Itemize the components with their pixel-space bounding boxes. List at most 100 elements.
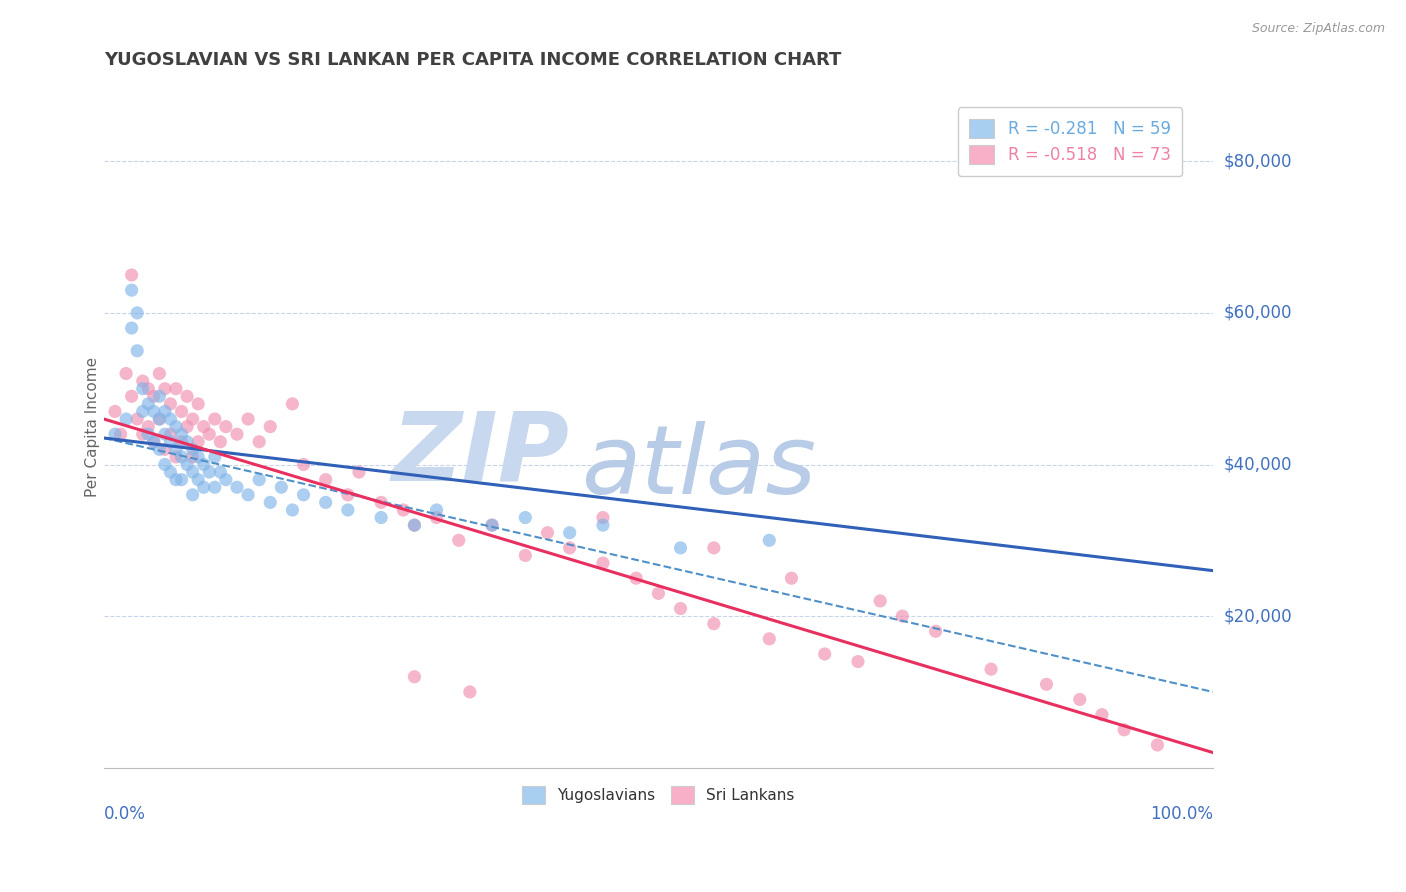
Point (204, 480, 226, 494)
Point (209, 434, 232, 449)
Point (404, 670, 426, 684)
Point (176, 419, 198, 434)
Point (142, 404, 165, 418)
Point (447, 533, 470, 548)
Point (336, 503, 359, 517)
Point (198, 427, 221, 442)
Point (104, 427, 127, 442)
Point (115, 412, 138, 426)
Point (780, 571, 803, 585)
Point (170, 427, 193, 442)
Point (159, 465, 181, 479)
Point (592, 518, 614, 533)
Point (148, 442, 170, 457)
Point (558, 525, 581, 540)
Point (181, 412, 204, 426)
Point (165, 473, 187, 487)
Point (187, 397, 209, 411)
Point (215, 419, 238, 434)
Point (758, 632, 780, 646)
Point (226, 480, 249, 494)
Point (336, 488, 359, 502)
Point (193, 480, 215, 494)
Point (127, 343, 149, 358)
Point (209, 465, 232, 479)
Point (1091, 707, 1114, 722)
Point (132, 427, 155, 442)
Point (153, 382, 176, 396)
Text: Source: ZipAtlas.com: Source: ZipAtlas.com (1251, 22, 1385, 36)
Point (136, 382, 159, 396)
Point (392, 503, 415, 517)
Point (669, 541, 692, 555)
Point (204, 412, 226, 426)
Point (121, 389, 143, 403)
Point (458, 685, 481, 699)
Text: 100.0%: 100.0% (1150, 805, 1213, 823)
Point (404, 518, 426, 533)
Point (624, 571, 647, 585)
Point (426, 510, 449, 524)
Point (159, 434, 181, 449)
Point (115, 367, 138, 381)
Point (846, 655, 869, 669)
Point (592, 510, 614, 524)
Point (270, 480, 292, 494)
Text: atlas: atlas (581, 421, 815, 514)
Text: 0.0%: 0.0% (104, 805, 146, 823)
Point (176, 458, 198, 472)
Point (980, 662, 1002, 676)
Text: ZIP: ZIP (392, 408, 569, 500)
Point (136, 397, 159, 411)
Point (236, 488, 259, 502)
Point (669, 601, 692, 615)
Point (181, 442, 204, 457)
Point (370, 510, 392, 524)
Point (647, 586, 669, 600)
Point (153, 442, 176, 457)
Point (281, 503, 304, 517)
Point (215, 473, 238, 487)
Point (170, 434, 193, 449)
Text: $40,000: $40,000 (1225, 456, 1292, 474)
Point (515, 510, 537, 524)
Point (127, 412, 149, 426)
Point (142, 389, 165, 403)
Point (1035, 677, 1057, 691)
Point (198, 465, 221, 479)
Point (136, 419, 159, 434)
Point (127, 306, 149, 320)
Point (142, 434, 165, 449)
Point (758, 533, 780, 548)
Point (481, 518, 503, 533)
Point (703, 616, 725, 631)
Point (536, 525, 558, 540)
Point (315, 473, 337, 487)
Point (104, 404, 127, 418)
Legend: Yugoslavians, Sri Lankans: Yugoslavians, Sri Lankans (515, 779, 801, 811)
Point (148, 412, 170, 426)
Point (132, 374, 155, 388)
Point (187, 450, 209, 464)
Point (153, 404, 176, 418)
Point (481, 518, 503, 533)
Point (181, 465, 204, 479)
Point (121, 321, 143, 335)
Text: $60,000: $60,000 (1225, 304, 1292, 322)
Point (181, 488, 204, 502)
Point (226, 427, 249, 442)
Point (148, 389, 170, 403)
Point (1146, 738, 1168, 752)
Point (148, 367, 170, 381)
Point (170, 404, 193, 418)
Text: YUGOSLAVIAN VS SRI LANKAN PER CAPITA INCOME CORRELATION CHART: YUGOSLAVIAN VS SRI LANKAN PER CAPITA INC… (104, 51, 841, 69)
Y-axis label: Per Capita Income: Per Capita Income (86, 357, 100, 497)
Point (148, 412, 170, 426)
Point (347, 465, 370, 479)
Point (236, 412, 259, 426)
Point (170, 473, 193, 487)
Point (176, 389, 198, 403)
Point (121, 268, 143, 282)
Point (159, 427, 181, 442)
Point (165, 382, 187, 396)
